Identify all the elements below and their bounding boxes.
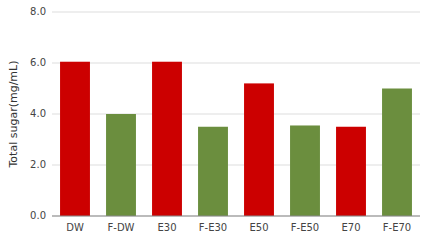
x-tick-label: E30 [157, 222, 176, 233]
x-tick-label: DW [66, 222, 84, 233]
bar [244, 83, 274, 216]
y-tick-label: 6.0 [30, 57, 46, 68]
bar [60, 62, 90, 216]
grid [52, 12, 420, 216]
y-axis-label: Total sugar(mg/mL) [7, 61, 20, 169]
x-axis: DW F-DW E30 F-E30 E50 F-E50 E70 F-E70 [52, 216, 420, 233]
grid-line [52, 12, 420, 13]
x-tick-label: F-DW [108, 222, 135, 233]
bar-chart: 0.0 2.0 4.0 6.0 8.0 DW F-DW E30 F-E30 E50 F-E50 E70… [0, 0, 430, 242]
y-tick-label: 2.0 [30, 159, 46, 170]
x-tick-label: E70 [341, 222, 360, 233]
bars [60, 62, 412, 216]
bar [336, 127, 366, 216]
bar [152, 62, 182, 216]
x-axis-line [52, 216, 420, 217]
grid-line [52, 63, 420, 64]
x-tick-label: F-E30 [199, 222, 227, 233]
y-tick-label: 0.0 [30, 210, 46, 221]
y-tick-label: 8.0 [30, 6, 46, 17]
bar [106, 114, 136, 216]
bar [290, 125, 320, 216]
y-tick-label: 4.0 [30, 108, 46, 119]
x-tick-label: F-E50 [291, 222, 319, 233]
chart-container: 0.0 2.0 4.0 6.0 8.0 DW F-DW E30 F-E30 E50 F-E50 E70… [0, 0, 430, 242]
bar [382, 89, 412, 217]
bar [198, 127, 228, 216]
x-tick-label: F-E70 [383, 222, 411, 233]
grid-line [52, 216, 420, 217]
y-axis: 0.0 2.0 4.0 6.0 8.0 [30, 6, 46, 221]
x-tick-label: E50 [249, 222, 268, 233]
